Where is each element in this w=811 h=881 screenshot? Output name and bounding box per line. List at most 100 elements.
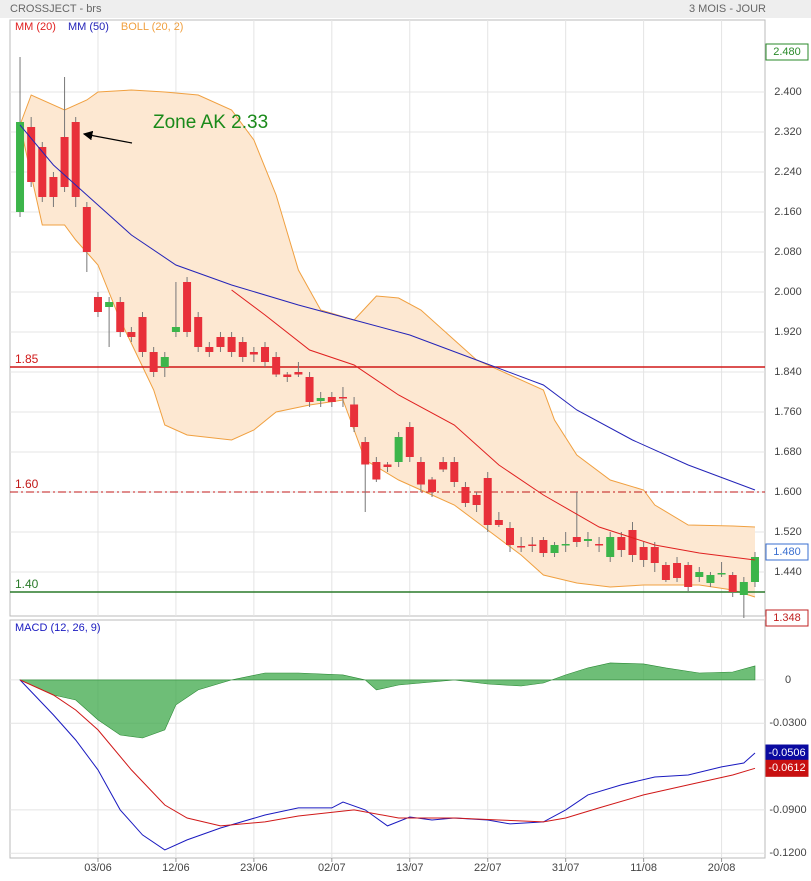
candle-body — [461, 487, 470, 503]
candle-body — [361, 442, 370, 465]
macd-line — [19, 679, 756, 827]
horizontal-line-label: 1.40 — [15, 577, 39, 591]
ma-line — [231, 289, 756, 561]
x-tick-label: 12/06 — [162, 862, 190, 874]
candle-body — [428, 479, 437, 492]
candle-body — [294, 372, 303, 375]
panel-frame — [9, 19, 766, 617]
candle-body — [628, 530, 637, 555]
candle-body — [583, 539, 592, 541]
y-tick-label: 1.920 — [774, 326, 802, 338]
annotation-arrow — [82, 130, 133, 144]
candle-body — [450, 462, 459, 482]
candle-body — [561, 544, 570, 546]
price-tag-label: 1.480 — [773, 546, 801, 558]
candle-body — [416, 462, 425, 485]
x-tick-label: 11/08 — [630, 862, 657, 874]
y-tick-label: 2.080 — [774, 246, 802, 258]
y-tick-label: -0.0300 — [769, 717, 806, 729]
candle-body — [16, 122, 25, 212]
horizontal-line-label: 1.60 — [15, 477, 39, 491]
candle-body — [728, 575, 737, 592]
header-bar — [0, 0, 811, 18]
legend-entry: BOLL (20, 2) — [121, 21, 184, 33]
candle-body — [505, 528, 514, 545]
price-tag — [765, 543, 809, 561]
panel-frame — [9, 619, 766, 859]
candle-body — [227, 337, 236, 352]
candle-body — [138, 317, 147, 352]
candle-body — [194, 317, 203, 347]
candle-body — [272, 357, 281, 375]
candle-body — [528, 544, 537, 546]
y-tick-label: 2.000 — [774, 286, 802, 298]
y-tick-label: -0.1200 — [769, 847, 806, 859]
candle-body — [327, 397, 336, 402]
candle-body — [650, 547, 659, 563]
candle-body — [183, 282, 192, 332]
y-tick-label: 2.240 — [774, 166, 802, 178]
candle-body — [49, 177, 58, 197]
candle-body — [372, 462, 381, 480]
y-tick-label: 2.400 — [774, 86, 802, 98]
histogram-area — [19, 662, 756, 739]
price-tag — [765, 609, 809, 627]
candle-body — [283, 374, 292, 377]
panel-title: MACD (12, 26, 9) — [15, 622, 101, 634]
candle-body — [205, 347, 214, 352]
candle-body — [93, 297, 102, 312]
y-tick-label: 1.760 — [774, 406, 802, 418]
x-tick-label: 03/06 — [84, 862, 112, 874]
band-fill — [20, 90, 755, 597]
candle-body — [494, 520, 503, 525]
candle-body — [71, 122, 80, 197]
price-tag — [765, 43, 809, 61]
horizontal-line-label: 1.85 — [15, 352, 39, 366]
candle-body — [717, 573, 726, 575]
legend-entry: MM (50) — [68, 21, 109, 33]
y-tick-label: 2.160 — [774, 206, 802, 218]
candle-body — [338, 397, 347, 399]
candle-body — [550, 545, 559, 553]
y-tick-label: 1.520 — [774, 526, 802, 538]
candle-body — [394, 437, 403, 462]
candle-body — [572, 537, 581, 542]
price-tag-label: -0.0612 — [768, 762, 805, 774]
ma-line — [19, 124, 756, 491]
candle-body — [472, 495, 481, 505]
price-tag — [765, 759, 809, 777]
candle-body — [238, 342, 247, 357]
header-title: CROSSJECT - brs — [10, 3, 102, 15]
candle-body — [405, 427, 414, 457]
candle-body — [149, 352, 158, 372]
candle-body — [305, 377, 314, 402]
candle-body — [38, 147, 47, 197]
x-tick-label: 23/06 — [240, 862, 268, 874]
candle-body — [27, 127, 36, 182]
annotation-text: Zone AK 2.33 — [153, 112, 268, 133]
price-tag-label: 1.348 — [773, 612, 801, 624]
candle-body — [639, 547, 648, 560]
candle-body — [82, 207, 91, 252]
candle-body — [684, 565, 693, 587]
macd-line — [19, 679, 756, 851]
candle-body — [695, 572, 704, 577]
band-line — [19, 89, 756, 528]
candle-body — [60, 137, 69, 187]
x-tick-label: 20/08 — [708, 862, 736, 874]
y-tick-label: -0.0900 — [769, 804, 806, 816]
candle-body — [606, 537, 615, 557]
candle-body — [383, 464, 392, 467]
y-tick-label: 2.320 — [774, 126, 802, 138]
candle-body — [661, 565, 670, 580]
candle-body — [617, 537, 626, 550]
candle-body — [160, 357, 169, 367]
candle-body — [171, 327, 180, 332]
candle-body — [249, 352, 258, 355]
y-tick-label: 1.600 — [774, 486, 802, 498]
candle-body — [116, 302, 125, 332]
candle-body — [127, 332, 136, 337]
candle-body — [261, 347, 270, 362]
candle-body — [316, 398, 325, 401]
